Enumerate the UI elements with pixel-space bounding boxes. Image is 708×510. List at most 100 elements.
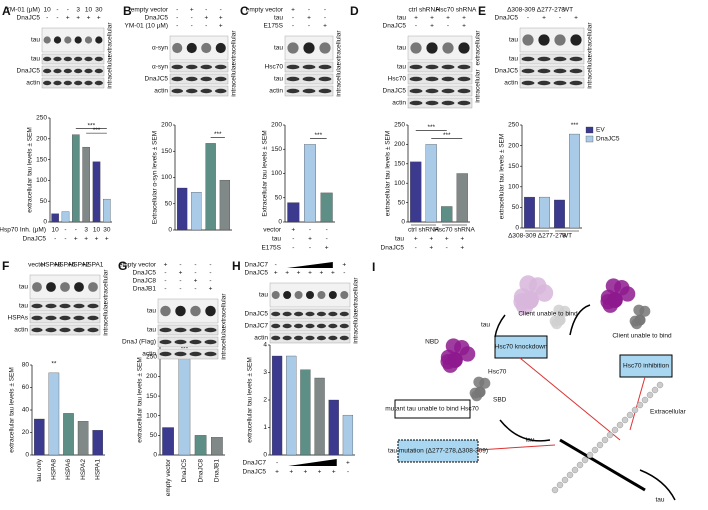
header-label: + — [219, 15, 223, 22]
panel-letter: C — [240, 4, 249, 18]
membrane — [656, 381, 664, 389]
protein — [559, 305, 571, 317]
header-label: - — [415, 23, 417, 30]
dot — [190, 305, 201, 317]
band — [185, 64, 198, 70]
dot — [74, 282, 84, 292]
blot-strip — [407, 85, 473, 97]
y-tick-label: 1 — [263, 424, 267, 431]
header-label: - — [67, 7, 69, 14]
header-label: HSPA1 — [83, 262, 104, 269]
header-label: - — [559, 15, 561, 22]
diagram-label: mutant tau unable to bind Hsc70 — [385, 406, 479, 413]
x-row-label: + — [74, 236, 78, 243]
blot-label: DnaJC5 — [17, 68, 41, 75]
x-row-label: + — [346, 460, 350, 467]
band — [457, 100, 471, 106]
header-name: DnaJC5 — [245, 270, 269, 277]
header-label: + — [209, 286, 213, 293]
x-row-label: + — [414, 236, 418, 243]
header-label: + — [308, 270, 312, 277]
sig-label: *** — [315, 132, 323, 139]
band — [286, 76, 300, 82]
band — [271, 311, 281, 317]
blot-strip — [41, 53, 105, 65]
y-tick-label: 40 — [22, 407, 30, 414]
header-label: + — [219, 23, 223, 30]
y-tick-label: 150 — [271, 146, 282, 153]
bar — [194, 435, 207, 456]
band — [425, 76, 439, 82]
tau-strand — [639, 469, 676, 501]
dot — [95, 36, 103, 44]
legend-swatch — [585, 126, 594, 134]
x-row-label: - — [326, 236, 328, 243]
header-label: - — [209, 270, 211, 277]
y-tick-label: 0 — [43, 219, 47, 226]
band — [409, 88, 423, 94]
band — [171, 76, 184, 82]
y-tick-label: 250 — [36, 115, 47, 122]
header-name: DnaJC5 — [495, 15, 519, 22]
y-tick-label: 50 — [398, 199, 406, 206]
band — [441, 64, 455, 70]
x-row-label: + — [84, 236, 88, 243]
diagram-label: tau mutation (Δ277-278,Δ308-309) — [388, 448, 488, 455]
header-label: - — [324, 15, 326, 22]
compartment-label: intracellular — [353, 310, 360, 344]
band — [174, 339, 187, 345]
y-tick-label: 0 — [25, 452, 29, 459]
band — [189, 327, 202, 333]
compartment-label: extracellular — [475, 30, 482, 66]
band — [159, 351, 172, 357]
bar — [77, 421, 89, 456]
x-row-label: - — [75, 227, 77, 234]
header-label: - — [176, 7, 178, 14]
compartment-label: intracellular — [107, 55, 114, 89]
header-label: + — [446, 15, 450, 22]
y-axis-label: extracellular tau levels ± SEM — [247, 357, 254, 443]
blot-strip — [169, 61, 229, 73]
band — [204, 351, 217, 357]
header-name: YM-01 (µM) — [6, 7, 40, 14]
y-tick-label: 50 — [150, 432, 158, 439]
y-tick-label: 200 — [36, 136, 47, 143]
header-label: + — [291, 7, 295, 14]
band — [45, 303, 57, 309]
membrane — [616, 421, 624, 429]
bar — [304, 144, 316, 223]
header-label: + — [204, 15, 208, 22]
header-label: - — [179, 262, 181, 269]
band — [214, 64, 227, 70]
x-row-label: + — [429, 245, 433, 252]
bar — [320, 192, 333, 223]
band — [31, 327, 43, 333]
membrane — [611, 426, 619, 434]
bar — [178, 357, 191, 456]
header-label: + — [87, 15, 91, 22]
dot — [88, 282, 98, 292]
blot-label: DnaJC5 — [383, 88, 407, 95]
band — [271, 323, 281, 329]
bar — [314, 377, 325, 456]
dot — [328, 291, 337, 299]
band — [185, 76, 198, 82]
band — [94, 80, 103, 86]
legend-label: DnaJC5 — [596, 136, 620, 143]
blot-strip — [157, 336, 219, 348]
header-label: + — [430, 23, 434, 30]
band — [171, 88, 184, 94]
x-row-label: - — [347, 469, 349, 476]
header-label: WT — [563, 7, 573, 14]
y-tick-label: 0 — [515, 225, 519, 232]
header-label: - — [209, 262, 211, 269]
blot-label: α-syn — [152, 64, 168, 71]
band — [31, 303, 43, 309]
header-label: - — [205, 7, 207, 14]
band — [328, 335, 338, 341]
blot-label: tau — [274, 76, 283, 83]
dot — [287, 42, 299, 54]
band — [294, 311, 304, 317]
protein — [535, 284, 554, 302]
header-label: - — [56, 7, 58, 14]
